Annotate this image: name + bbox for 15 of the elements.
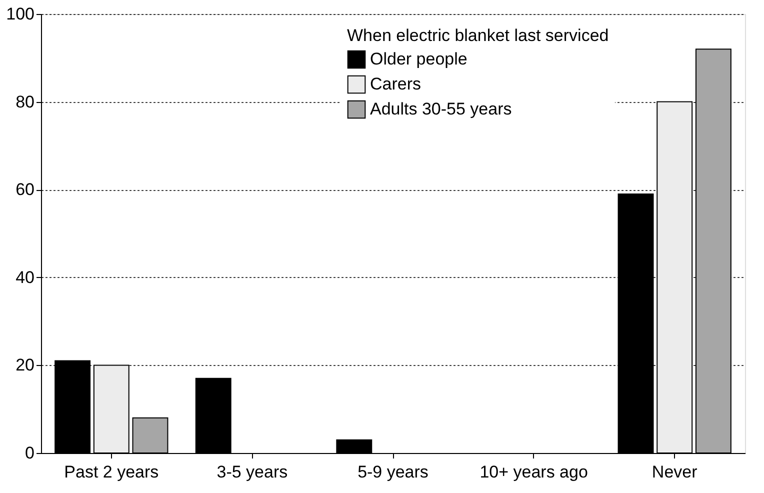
y-tick-label: 0 (25, 444, 34, 462)
y-tick-label: 20 (16, 356, 34, 375)
y-tick-label: 100 (6, 4, 34, 24)
x-tick-label: Never (652, 462, 698, 482)
legend-label: Carers (370, 74, 422, 94)
x-tick-label: 10+ years ago (480, 462, 588, 482)
x-tick-label: Past 2 years (64, 462, 159, 482)
y-tick-label: 80 (16, 92, 34, 112)
x-tick-label: 3-5 years (216, 462, 288, 482)
legend-label: Adults 30-55 years (370, 100, 512, 118)
x-tick-label: 5-9 years (358, 462, 428, 482)
legend-label: Older people (370, 50, 468, 68)
legend-title: When electric blanket last serviced (347, 26, 609, 45)
y-tick-label: 60 (16, 180, 34, 200)
y-tick-label: 40 (16, 268, 34, 287)
